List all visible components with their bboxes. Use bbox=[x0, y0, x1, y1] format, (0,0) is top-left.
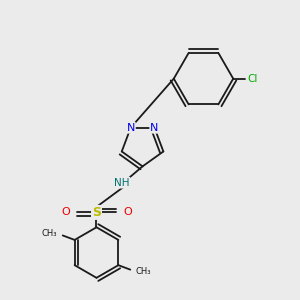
Text: O: O bbox=[61, 207, 70, 218]
Text: CH₃: CH₃ bbox=[42, 229, 57, 238]
Text: CH₃: CH₃ bbox=[136, 267, 151, 276]
Text: N: N bbox=[127, 123, 135, 133]
Text: O: O bbox=[123, 207, 132, 218]
Text: NH: NH bbox=[114, 178, 130, 188]
Text: N: N bbox=[150, 123, 159, 133]
Text: Cl: Cl bbox=[247, 74, 257, 84]
Text: S: S bbox=[92, 206, 101, 219]
